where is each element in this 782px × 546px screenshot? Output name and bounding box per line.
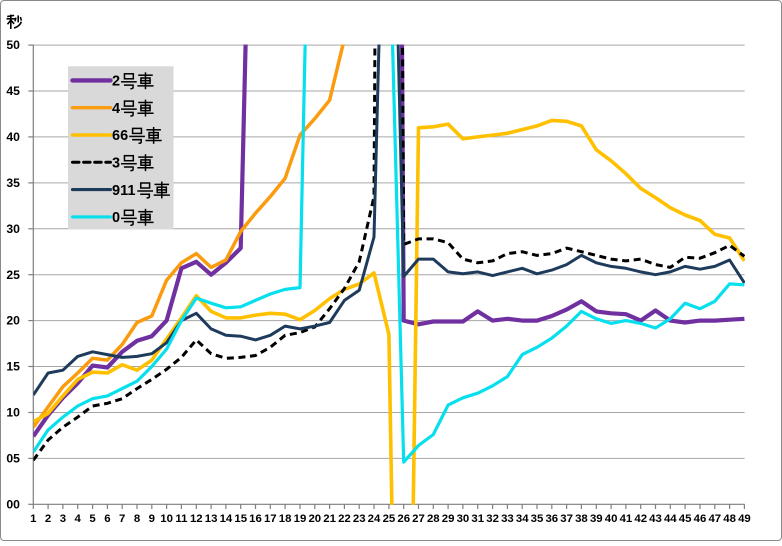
svg-text:47: 47 xyxy=(708,513,721,525)
svg-text:50: 50 xyxy=(6,38,20,52)
svg-text:43: 43 xyxy=(649,513,662,525)
svg-text:17: 17 xyxy=(264,513,277,525)
svg-text:41: 41 xyxy=(620,513,633,525)
svg-text:35: 35 xyxy=(6,176,20,190)
svg-text:15: 15 xyxy=(6,360,20,374)
svg-text:44: 44 xyxy=(664,513,677,525)
svg-text:4: 4 xyxy=(112,101,120,117)
svg-text:30: 30 xyxy=(6,222,20,236)
svg-text:20: 20 xyxy=(6,314,20,328)
svg-text:14: 14 xyxy=(220,513,233,525)
svg-text:49: 49 xyxy=(738,513,751,525)
svg-text:4: 4 xyxy=(75,513,82,525)
svg-text:40: 40 xyxy=(6,130,20,144)
svg-text:38: 38 xyxy=(575,513,588,525)
svg-text:7: 7 xyxy=(119,513,125,525)
svg-text:24: 24 xyxy=(368,513,381,525)
svg-text:12: 12 xyxy=(190,513,203,525)
svg-text:1: 1 xyxy=(30,513,37,525)
svg-text:40: 40 xyxy=(605,513,618,525)
svg-text:25: 25 xyxy=(383,513,396,525)
svg-text:28: 28 xyxy=(427,513,440,525)
svg-text:10: 10 xyxy=(160,513,173,525)
svg-text:13: 13 xyxy=(205,513,218,525)
svg-text:42: 42 xyxy=(634,513,647,525)
svg-text:31: 31 xyxy=(471,513,484,525)
svg-text:21: 21 xyxy=(323,513,336,525)
svg-text:911: 911 xyxy=(112,183,135,199)
svg-text:16: 16 xyxy=(249,513,262,525)
svg-text:23: 23 xyxy=(353,513,366,525)
svg-text:46: 46 xyxy=(694,513,707,525)
svg-text:36: 36 xyxy=(545,513,558,525)
svg-text:2: 2 xyxy=(112,74,120,90)
svg-text:00: 00 xyxy=(6,497,20,511)
svg-text:11: 11 xyxy=(175,513,188,525)
svg-text:37: 37 xyxy=(560,513,573,525)
svg-text:18: 18 xyxy=(279,513,292,525)
svg-text:19: 19 xyxy=(294,513,307,525)
svg-text:35: 35 xyxy=(531,513,544,525)
svg-text:32: 32 xyxy=(486,513,499,525)
svg-text:45: 45 xyxy=(679,513,692,525)
svg-text:0: 0 xyxy=(112,210,120,226)
svg-text:20: 20 xyxy=(308,513,321,525)
svg-text:45: 45 xyxy=(6,84,20,98)
svg-text:2: 2 xyxy=(45,513,51,525)
svg-text:25: 25 xyxy=(6,268,20,282)
svg-text:10: 10 xyxy=(6,406,20,420)
svg-text:5: 5 xyxy=(89,513,96,525)
svg-text:6: 6 xyxy=(104,513,110,525)
svg-text:30: 30 xyxy=(457,513,470,525)
svg-text:05: 05 xyxy=(6,452,20,466)
svg-text:3: 3 xyxy=(112,156,120,172)
svg-text:15: 15 xyxy=(234,513,247,525)
svg-text:39: 39 xyxy=(590,513,603,525)
svg-text:33: 33 xyxy=(501,513,514,525)
svg-text:27: 27 xyxy=(412,513,425,525)
svg-text:8: 8 xyxy=(134,513,140,525)
svg-text:34: 34 xyxy=(516,513,529,525)
svg-text:3: 3 xyxy=(60,513,66,525)
svg-text:26: 26 xyxy=(397,513,410,525)
svg-text:29: 29 xyxy=(442,513,455,525)
svg-text:22: 22 xyxy=(338,513,351,525)
svg-text:48: 48 xyxy=(723,513,736,525)
svg-text:9: 9 xyxy=(149,513,155,525)
svg-text:66: 66 xyxy=(112,128,128,144)
